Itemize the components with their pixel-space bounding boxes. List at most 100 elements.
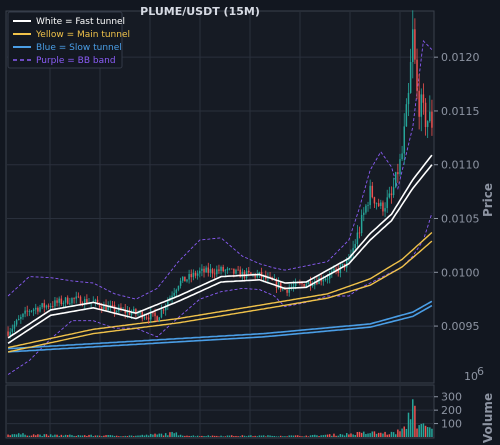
candle-body: [145, 317, 148, 319]
volume-bar: [224, 436, 227, 437]
candle-body: [403, 126, 405, 154]
candle-body: [277, 282, 280, 288]
candle-body: [424, 102, 427, 128]
candle-body: [363, 212, 365, 215]
price-axis-label: Price: [481, 183, 495, 217]
candle-body: [269, 276, 271, 278]
volume-bar: [56, 434, 58, 437]
volume-bar: [194, 436, 197, 437]
candle-body: [132, 309, 135, 313]
volume-bar: [356, 432, 359, 437]
candle-body: [222, 266, 224, 272]
volume-bar: [318, 436, 320, 437]
volume-bar: [207, 435, 210, 437]
price-tick-label: 0.0115: [441, 105, 480, 118]
volume-bar: [429, 427, 431, 437]
volume-bar: [422, 423, 425, 437]
candle-body: [375, 203, 378, 205]
candle-body: [369, 185, 371, 206]
volume-bar: [160, 433, 163, 437]
candle-body: [52, 306, 54, 307]
candle-body: [199, 270, 201, 274]
candle-body: [20, 316, 22, 319]
volume-bar: [252, 436, 254, 437]
candle-body: [147, 317, 150, 320]
volume-multiplier-exponent: 6: [477, 365, 484, 378]
volume-bar: [324, 434, 327, 437]
candle-body: [128, 310, 131, 315]
volume-bar: [405, 428, 408, 437]
main-tunnel: [7, 231, 433, 353]
volume-bar: [177, 435, 180, 437]
candle-body: [177, 285, 180, 290]
volume-bar: [84, 435, 86, 437]
volume-bar: [307, 436, 310, 437]
candle-body: [94, 299, 97, 302]
volume-bar: [128, 435, 131, 437]
candle-body: [143, 317, 146, 319]
candle-body: [26, 310, 28, 312]
candle-body: [392, 187, 395, 196]
volume-bar: [363, 431, 365, 437]
candle-body: [107, 306, 109, 311]
volume-bar: [314, 434, 316, 437]
volume-bar: [294, 435, 297, 437]
volume-bar: [126, 436, 129, 437]
candle-body: [96, 299, 99, 304]
volume-bar: [269, 435, 271, 437]
volume-bar: [192, 435, 195, 437]
candle-body: [228, 268, 231, 270]
volume-bar: [271, 435, 273, 437]
candle-body: [109, 305, 112, 307]
volume-bar: [105, 435, 107, 437]
volume-bar: [58, 435, 60, 437]
volume-bar: [15, 434, 18, 437]
candle-body: [348, 258, 350, 261]
volume-bars: [7, 399, 433, 437]
volume-bar: [88, 434, 90, 437]
chart-title: PLUME/USDT (15M): [140, 5, 260, 18]
candle-body: [45, 305, 48, 308]
volume-bar: [9, 435, 11, 437]
candle-body: [352, 248, 354, 255]
candle-body: [388, 193, 391, 198]
volume-bar: [152, 434, 154, 437]
candle-body: [64, 297, 67, 303]
volume-bar: [45, 434, 48, 437]
price-ticks: 0.0095 0.0100 0.0105 0.0110 0.0115 0.0120: [434, 51, 480, 333]
candle-body: [130, 312, 133, 315]
volume-bar: [86, 435, 88, 437]
candle-body: [32, 309, 35, 311]
volume-bar: [52, 435, 54, 437]
volume-bar: [345, 433, 348, 437]
candle-body: [17, 318, 20, 321]
volume-bar: [233, 436, 235, 437]
candle-body: [309, 281, 312, 287]
candle-body: [241, 271, 244, 278]
volume-bar: [397, 429, 399, 437]
volume-bar: [147, 435, 150, 437]
legend-main-tunnel: Yellow = Main tunnel: [35, 30, 130, 40]
candle-body: [324, 278, 327, 281]
volume-bar: [162, 435, 165, 437]
candle-body: [233, 268, 235, 274]
candle-body: [235, 269, 237, 274]
volume-bar: [141, 434, 143, 437]
candle-body: [380, 202, 382, 207]
candle-body: [299, 283, 301, 284]
candle-body: [139, 311, 141, 314]
candle-body: [15, 320, 18, 325]
candle-body: [230, 268, 233, 270]
candle-body: [22, 313, 24, 317]
candle-body: [98, 303, 101, 308]
volume-bar: [196, 435, 199, 437]
volume-bar: [354, 435, 356, 437]
candle-body: [184, 276, 186, 282]
volume-bar: [426, 427, 429, 437]
volume-bar: [392, 432, 395, 437]
volume-bar: [28, 435, 31, 437]
volume-bar: [92, 436, 95, 437]
volume-bar: [32, 434, 35, 437]
